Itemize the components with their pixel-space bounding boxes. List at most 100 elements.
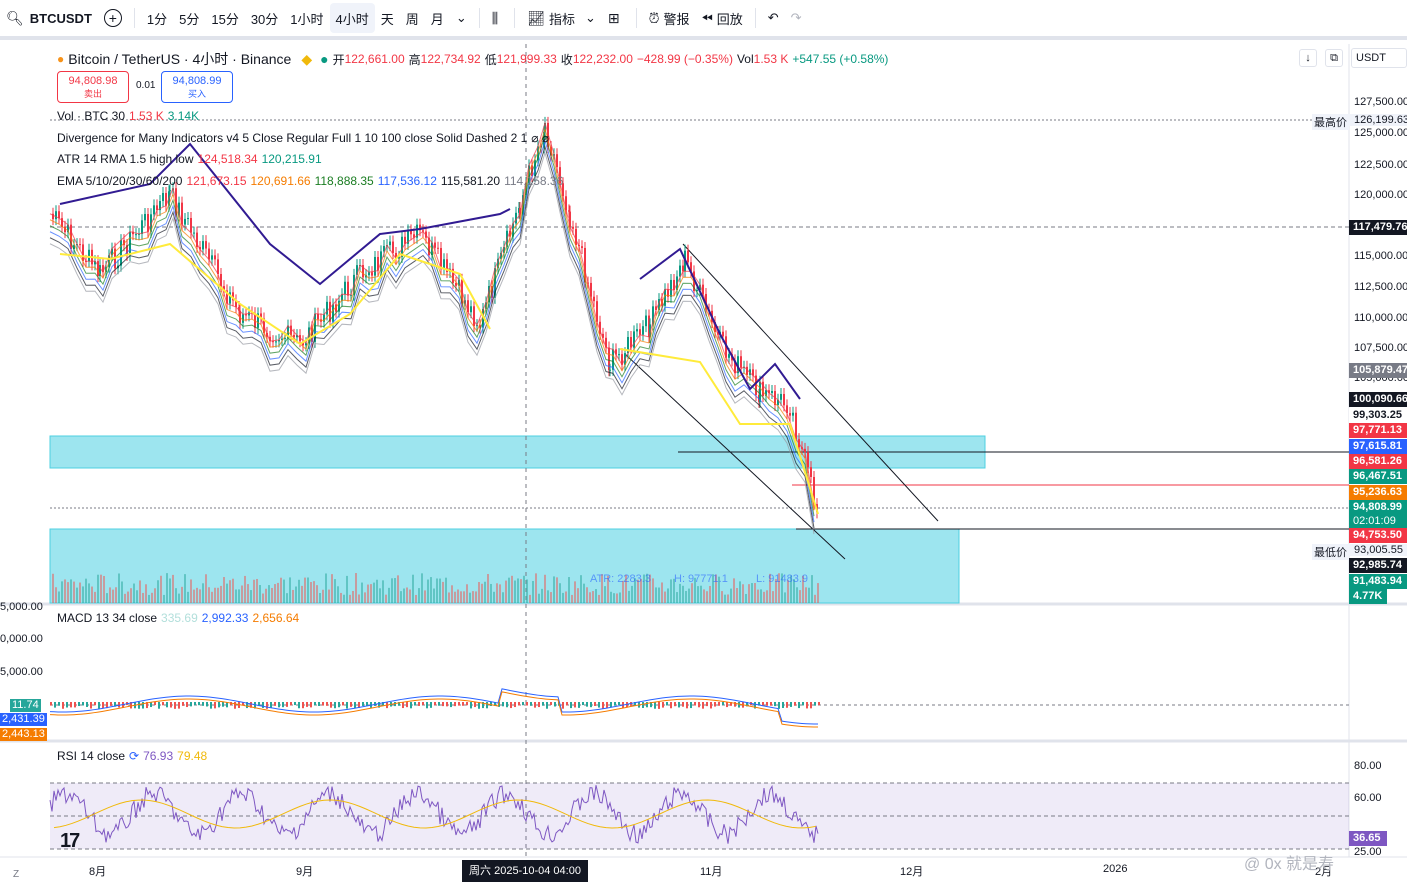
macd-histogram-bar xyxy=(166,702,168,708)
layouts-button[interactable]: ⊞ xyxy=(602,3,630,33)
macd-axis-tick: 0,000.00 xyxy=(0,633,43,645)
interval-5m[interactable]: 5分 xyxy=(179,11,200,27)
volume-bar xyxy=(574,581,576,603)
atr-indicator-legend[interactable]: ATR 14 RMA 1.5 high low 124,518.34 120,2… xyxy=(57,152,326,166)
macd-histogram-bar xyxy=(798,702,800,709)
alert-button[interactable]: ⏰︎ 警报 xyxy=(643,3,696,33)
volume-bar xyxy=(421,573,423,603)
compare-button[interactable]: + xyxy=(98,3,128,33)
macd-histogram-bar xyxy=(190,702,192,707)
candle-body xyxy=(217,259,219,275)
macd-histogram-bar xyxy=(342,702,344,706)
volume-bar xyxy=(814,594,816,603)
volume-bar xyxy=(622,580,624,603)
macd-histogram-bar xyxy=(606,702,608,709)
volume-bar xyxy=(469,592,471,603)
candle-body xyxy=(645,315,647,327)
volume-bar xyxy=(805,587,807,603)
volume-bar xyxy=(409,589,411,603)
candle-body xyxy=(740,356,742,368)
currency-selector[interactable]: USDT xyxy=(1351,48,1407,68)
candle-body xyxy=(58,211,60,219)
volume-bar xyxy=(478,582,480,603)
interval-1d[interactable]: 天 xyxy=(380,11,394,27)
candle-body xyxy=(485,302,487,309)
macd-histogram-bar xyxy=(626,702,628,708)
volume-bar xyxy=(286,593,288,603)
candle-body xyxy=(284,337,286,339)
macd-histogram-bar xyxy=(766,702,768,706)
macd-indicator-label: MACD 13 34 close xyxy=(57,611,158,625)
interval-4h[interactable]: 4小时 xyxy=(329,3,375,33)
interval-1m[interactable]: 1分 xyxy=(146,11,168,27)
volume-bar xyxy=(205,574,207,603)
candle-body xyxy=(509,230,511,237)
symbol-search[interactable]: 🔍︎ BTCUSDT xyxy=(0,3,98,33)
macd-histogram-bar xyxy=(714,702,716,707)
volume-bar xyxy=(55,587,57,603)
chart-canvas[interactable] xyxy=(0,44,1407,888)
candle-body xyxy=(323,314,325,322)
volume-bar xyxy=(244,575,246,603)
candle-body xyxy=(257,313,259,328)
volume-bar xyxy=(547,590,549,603)
interval-15m[interactable]: 15分 xyxy=(211,11,239,27)
scroll-down-button[interactable]: ↓ xyxy=(1299,49,1317,67)
macd-histogram-bar xyxy=(102,702,104,709)
volume-bar xyxy=(535,573,537,603)
candle-body xyxy=(687,250,689,263)
candle-body xyxy=(169,190,171,192)
tradingview-logo[interactable]: 17 xyxy=(60,830,80,852)
macd-signal-tag: 2,443.13 xyxy=(0,728,47,741)
macd-signal-value: 2,656.64 xyxy=(252,611,300,625)
ema-line xyxy=(49,133,815,517)
macd-histogram-bar xyxy=(234,702,236,709)
volume-bar xyxy=(91,586,93,603)
macd-histogram-bar xyxy=(58,702,60,706)
sell-button[interactable]: 94,808.98 卖出 xyxy=(57,71,129,103)
macd-histogram-bar xyxy=(666,702,668,706)
candle-body xyxy=(590,282,592,297)
candle-body xyxy=(278,339,280,342)
chart-type-button[interactable]: ⫼ xyxy=(486,3,508,33)
buy-button[interactable]: 94,808.99 买入 xyxy=(161,71,233,103)
volume-bar xyxy=(145,584,147,603)
interval-30m[interactable]: 30分 xyxy=(250,11,279,27)
replay-button[interactable]: ⏪︎ 回放 xyxy=(696,3,749,33)
candle-body xyxy=(765,390,767,396)
macd-histogram-bar xyxy=(686,702,688,709)
rsi-indicator-legend[interactable]: RSI 14 close ⟳ 76.93 79.48 xyxy=(57,749,211,763)
time-axis-label: 2026 xyxy=(1103,863,1128,875)
candle-body xyxy=(642,326,644,335)
macd-indicator-legend[interactable]: MACD 13 34 close 335.69 2,992.33 2,656.6… xyxy=(57,611,303,625)
macd-histogram-bar xyxy=(518,702,520,706)
macd-histogram-bar xyxy=(158,702,160,709)
volume-bar xyxy=(58,591,60,603)
chart-area[interactable]: ● Bitcoin / TetherUS · 4小时 · Binance ◆ ●… xyxy=(0,44,1407,888)
redo-button[interactable]: ↷ xyxy=(785,3,808,33)
interval-1h[interactable]: 1小时 xyxy=(290,11,324,27)
volume-bar xyxy=(511,575,513,603)
ema-indicator-legend[interactable]: EMA 5/10/20/30/60/200 121,673.15 120,691… xyxy=(57,174,567,188)
vol-change: +547.55 (+0.58%) xyxy=(792,52,889,66)
divergence-indicator-legend[interactable]: Divergence for Many Indicators v4 5 Clos… xyxy=(57,131,553,145)
undo-button[interactable]: ↶ xyxy=(762,3,785,33)
restore-button[interactable]: ⧉ xyxy=(1325,49,1343,67)
interval-1w[interactable]: 周 xyxy=(405,11,419,27)
indicators-button[interactable]: 📈︎ 指标 ⌄ xyxy=(521,3,602,33)
volume-bar xyxy=(73,581,75,603)
macd-histogram-bar xyxy=(406,702,408,708)
volume-bar xyxy=(718,576,720,603)
candle-body xyxy=(737,356,739,374)
interval-1mo[interactable]: 月 xyxy=(430,11,444,27)
favorite-icon[interactable]: ◆ xyxy=(301,50,313,67)
candle-body xyxy=(752,369,754,376)
vol-indicator-legend[interactable]: Vol · BTC 30 1.53 K 3.14K xyxy=(57,109,203,123)
volume-bar xyxy=(709,585,711,603)
macd-histogram-bar xyxy=(474,702,476,708)
interval-dropdown[interactable]: ⌄ xyxy=(450,3,473,33)
macd-histogram-bar xyxy=(110,702,112,706)
add-symbol-icon: + xyxy=(103,9,122,27)
macd-histogram-bar xyxy=(294,702,296,706)
volume-bar xyxy=(619,592,621,603)
